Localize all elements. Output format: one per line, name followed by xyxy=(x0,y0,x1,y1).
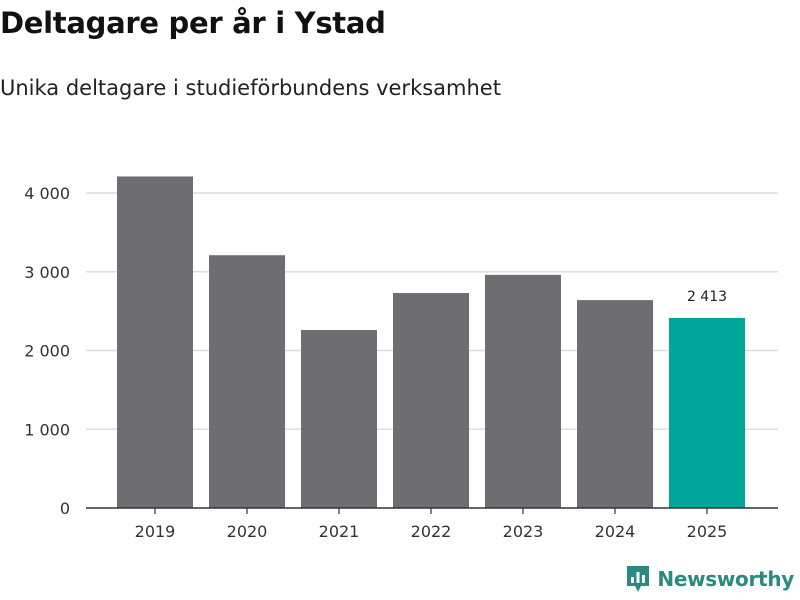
y-tick-label: 0 xyxy=(60,499,70,518)
bar-2019 xyxy=(117,176,193,508)
data-label: 2 413 xyxy=(687,289,727,305)
bar-2025 xyxy=(669,317,745,508)
axes xyxy=(86,507,778,514)
x-tick-label: 2022 xyxy=(411,522,452,541)
bar-2024 xyxy=(577,300,653,508)
bars xyxy=(117,176,745,508)
x-tick-label: 2020 xyxy=(227,522,268,541)
newsworthy-logo-icon xyxy=(627,566,650,592)
chart-title: Deltagare per år i Ystad xyxy=(0,6,386,40)
x-tick-label: 2023 xyxy=(503,522,544,541)
bar-2022 xyxy=(393,293,469,508)
x-tick-label: 2024 xyxy=(595,522,636,541)
chart-subtitle: Unika deltagare i studieförbundens verks… xyxy=(0,76,501,100)
bar-2020 xyxy=(209,255,285,508)
y-tick-label: 1 000 xyxy=(24,420,70,439)
brand-name: Newsworthy xyxy=(657,567,794,591)
y-tick-label: 2 000 xyxy=(24,342,70,361)
brand-logo: Newsworthy xyxy=(625,564,794,594)
labels: 0 1 000 2 000 3 000 4 000 2019 2020 2021 2022 202… xyxy=(24,184,727,541)
x-tick-label: 2025 xyxy=(687,522,728,541)
bar-2021 xyxy=(301,330,377,508)
y-tick-label: 4 000 xyxy=(24,184,70,203)
y-tick-label: 3 000 xyxy=(24,263,70,282)
x-tick-label: 2021 xyxy=(319,522,360,541)
bar-2023 xyxy=(485,274,561,508)
x-tick-label: 2019 xyxy=(135,522,176,541)
